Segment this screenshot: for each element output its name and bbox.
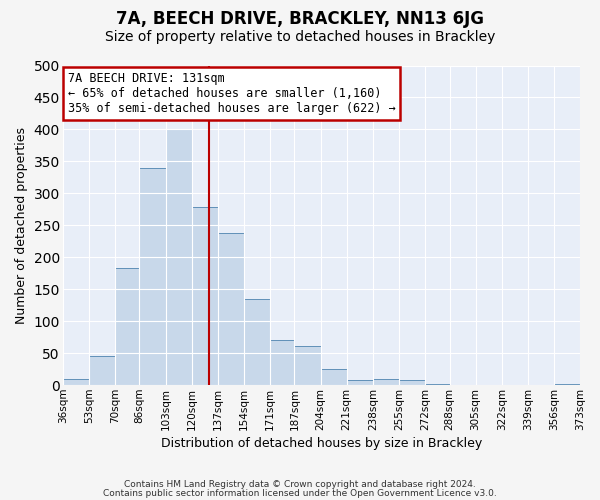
- Bar: [139, 168, 166, 385]
- Bar: [270, 340, 295, 385]
- Text: Size of property relative to detached houses in Brackley: Size of property relative to detached ho…: [105, 30, 495, 44]
- Bar: [63, 379, 89, 385]
- Bar: [425, 384, 449, 385]
- Bar: [166, 130, 191, 385]
- Text: 7A BEECH DRIVE: 131sqm
← 65% of detached houses are smaller (1,160)
35% of semi-: 7A BEECH DRIVE: 131sqm ← 65% of detached…: [68, 72, 395, 115]
- X-axis label: Distribution of detached houses by size in Brackley: Distribution of detached houses by size …: [161, 437, 482, 450]
- Bar: [244, 299, 270, 385]
- Bar: [295, 346, 320, 385]
- Bar: [115, 268, 139, 385]
- Bar: [218, 233, 244, 385]
- Bar: [191, 208, 218, 385]
- Bar: [347, 380, 373, 385]
- Bar: [320, 369, 347, 385]
- Bar: [89, 356, 115, 385]
- Y-axis label: Number of detached properties: Number of detached properties: [15, 127, 28, 324]
- Bar: [554, 384, 580, 385]
- Text: Contains public sector information licensed under the Open Government Licence v3: Contains public sector information licen…: [103, 488, 497, 498]
- Bar: [399, 380, 425, 385]
- Text: 7A, BEECH DRIVE, BRACKLEY, NN13 6JG: 7A, BEECH DRIVE, BRACKLEY, NN13 6JG: [116, 10, 484, 28]
- Text: Contains HM Land Registry data © Crown copyright and database right 2024.: Contains HM Land Registry data © Crown c…: [124, 480, 476, 489]
- Bar: [373, 379, 399, 385]
